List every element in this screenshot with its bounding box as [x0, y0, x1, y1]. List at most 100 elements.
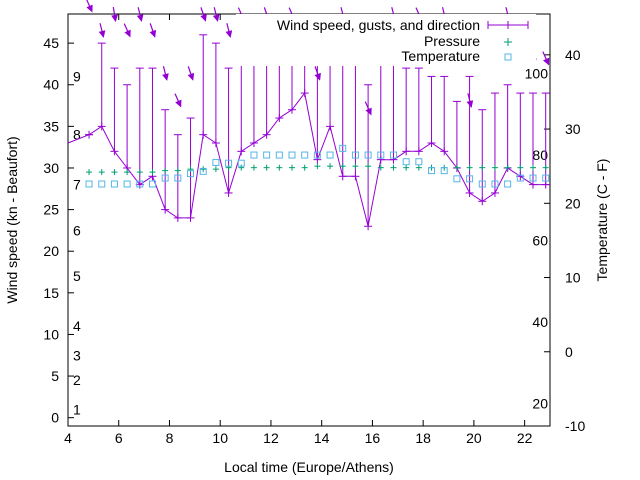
y2-tick-label: 20 — [565, 195, 581, 211]
temperature-point — [516, 174, 524, 182]
y-axis-right: -10 0 10 20 30 40 — [544, 47, 585, 434]
x-tick-label: 8 — [166, 430, 174, 446]
pressure-point — [415, 164, 422, 171]
legend-label-pressure: Pressure — [424, 33, 480, 49]
beaufort-label: 1 — [73, 401, 81, 417]
x-tick-label: 16 — [365, 430, 381, 446]
temperature-point — [187, 170, 195, 178]
beaufort-label: 7 — [73, 177, 81, 193]
pressure-point — [111, 169, 118, 176]
pressure-point — [124, 169, 131, 176]
plot-frame — [67, 13, 551, 427]
x-axis-title: Local time (Europe/Athens) — [224, 459, 394, 475]
temperature-point — [402, 158, 410, 166]
y-tick-label: 35 — [43, 118, 59, 134]
wind-direction-arrow — [111, 6, 118, 23]
pressure-point — [453, 164, 460, 171]
x-tick-label: 10 — [212, 430, 228, 446]
wind-speed-point — [364, 222, 373, 231]
y-tick-label: 0 — [51, 410, 59, 426]
pressure-point — [289, 164, 296, 171]
wind-speed-point — [262, 130, 271, 139]
temperature-point — [123, 180, 131, 188]
beaufort-label: 8 — [73, 127, 81, 143]
temperature-point — [199, 167, 207, 175]
pressure-point — [263, 164, 270, 171]
wind-direction-arrow — [225, 23, 233, 38]
pressure-point — [174, 167, 181, 174]
beaufort-label: 2 — [73, 372, 81, 388]
temperature-point — [301, 151, 309, 159]
temperature-point — [174, 174, 182, 182]
legend-swatch-temperature — [504, 53, 512, 61]
wind-speed-point — [490, 188, 499, 197]
wind-speed-point — [173, 213, 182, 222]
fahrenheit-label: 20 — [532, 396, 548, 412]
wind-speed-point — [300, 89, 309, 98]
y-tick-label: 40 — [43, 77, 59, 93]
wind-speed-point — [275, 114, 284, 123]
y-tick-label: 20 — [43, 243, 59, 259]
temperature-point — [491, 180, 499, 188]
pressure-point — [225, 164, 232, 171]
beaufort-scale: 1 2 3 4 5 6 7 8 9 — [73, 68, 81, 417]
x-tick-label: 6 — [115, 430, 123, 446]
temperature-series — [85, 144, 550, 188]
temperature-point — [339, 144, 347, 152]
wind-direction-arrow — [123, 23, 131, 38]
pressure-point — [86, 169, 93, 176]
y2-tick-label: -10 — [565, 418, 585, 434]
temperature-point — [237, 159, 245, 167]
beaufort-label: 5 — [73, 268, 81, 284]
wind-speed-point — [351, 172, 360, 181]
pressure-point — [491, 164, 498, 171]
temperature-point — [351, 151, 359, 159]
pressure-point — [276, 164, 283, 171]
wind-speed-point — [85, 130, 94, 139]
wind-speed-point — [237, 147, 246, 156]
wind-direction-arrow — [149, 23, 157, 38]
wind-speed-point — [529, 180, 538, 189]
y-axis-left: 0 5 10 15 20 25 30 35 40 45 — [43, 35, 74, 426]
x-tick-label: 20 — [466, 430, 482, 446]
pressure-point — [504, 164, 511, 171]
temperature-point — [415, 158, 423, 166]
pressure-point — [517, 164, 524, 171]
beaufort-label: 6 — [73, 222, 81, 238]
wind-speed-point — [326, 122, 335, 131]
temperature-point — [161, 174, 169, 182]
temperature-point — [288, 151, 296, 159]
temperature-point — [504, 180, 512, 188]
wind-direction-arrow — [187, 66, 195, 81]
temperature-point — [440, 167, 448, 175]
x-tick-label: 4 — [64, 430, 72, 446]
pressure-point — [212, 166, 219, 173]
wind-direction-arrow — [136, 7, 144, 22]
wind-speed-point — [97, 122, 106, 131]
wind-speed-point — [110, 147, 119, 156]
beaufort-label: 9 — [73, 68, 81, 84]
pressure-point — [301, 164, 308, 171]
temperature-point — [263, 151, 271, 159]
temperature-point — [478, 180, 486, 188]
y-tick-label: 45 — [43, 35, 59, 51]
fahrenheit-label: 40 — [532, 314, 548, 330]
wind-speed-point — [414, 147, 423, 156]
temperature-point — [98, 180, 106, 188]
temperature-point — [542, 174, 550, 182]
temperature-point — [275, 151, 283, 159]
temperature-point — [225, 159, 233, 167]
y2-tick-label: 10 — [565, 270, 581, 286]
pressure-point — [98, 169, 105, 176]
pressure-point — [149, 169, 156, 176]
wind-speed-point — [211, 139, 220, 148]
wind-speed-point — [186, 213, 195, 222]
fahrenheit-label: 60 — [532, 232, 548, 248]
beaufort-label: 3 — [73, 347, 81, 363]
y2-axis-title: Temperature (C - F) — [594, 159, 610, 282]
temperature-point — [110, 180, 118, 188]
pressure-point — [238, 164, 245, 171]
pressure-point — [162, 167, 169, 174]
legend-swatch-wind — [487, 21, 529, 29]
